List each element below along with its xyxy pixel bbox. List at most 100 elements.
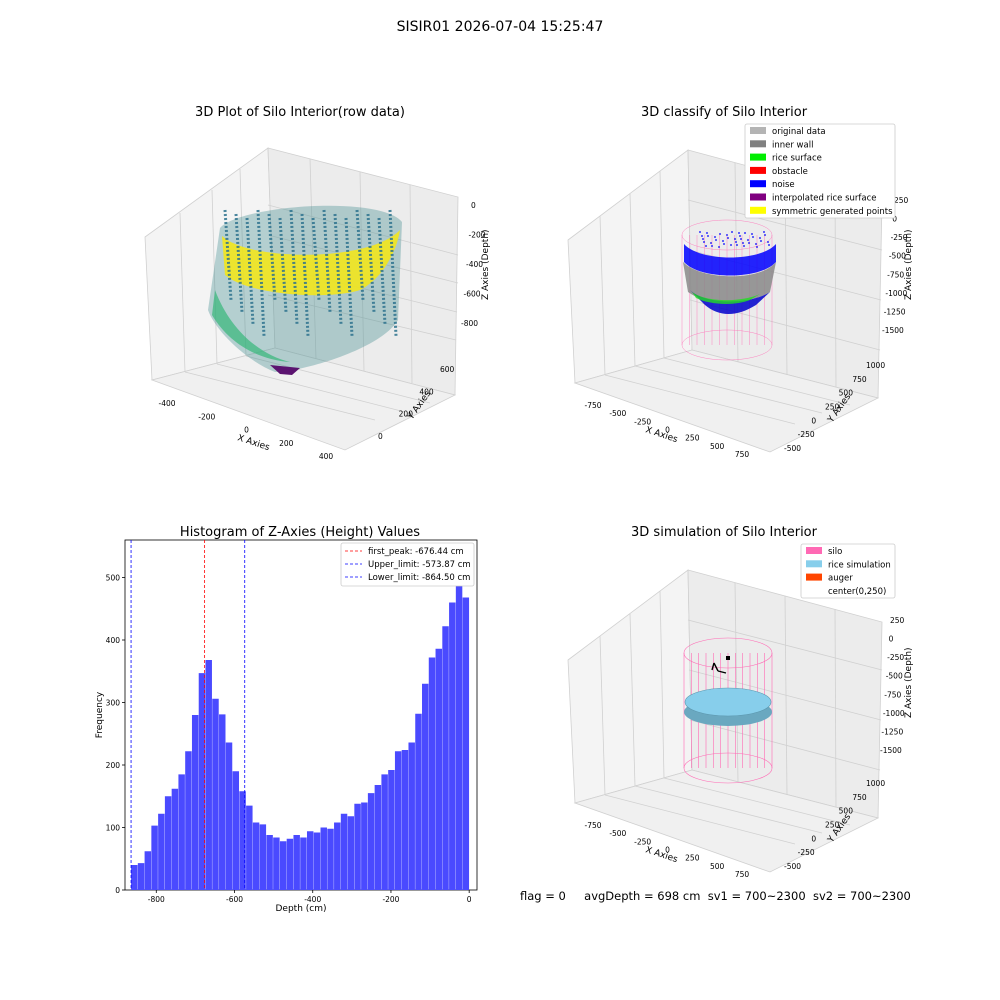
x-tick-label: -500 — [609, 829, 626, 838]
legend-swatch — [750, 127, 766, 134]
histogram-bar — [367, 793, 375, 890]
histogram-bar — [442, 626, 449, 890]
x-tick-label: -200 — [382, 895, 399, 904]
y-tick-label: -500 — [784, 862, 801, 871]
x-tick-label: 500 — [710, 442, 725, 451]
x-tick-label: -250 — [634, 417, 651, 426]
histogram-bar — [185, 751, 192, 890]
histogram-bar — [266, 835, 273, 890]
noise-point — [705, 245, 707, 247]
histogram-bar — [422, 683, 429, 890]
histogram-bar — [381, 774, 388, 890]
x-tick-label: -400 — [158, 399, 175, 408]
noise-point — [726, 234, 728, 236]
noise-point — [748, 242, 750, 244]
noise-point — [730, 244, 732, 246]
histogram-title: Histogram of Z-Axies (Height) Values — [180, 525, 420, 540]
legend-label: first_peak: -676.44 cm — [368, 547, 464, 557]
z-tick-label: 0 — [471, 201, 476, 210]
noise-point — [739, 235, 741, 237]
histogram-bar — [300, 837, 307, 890]
x-tick-label: -750 — [584, 821, 601, 830]
noise-point — [727, 237, 729, 239]
legend-label: original data — [772, 127, 826, 137]
y-tick-label: -500 — [784, 444, 801, 453]
x-tick-label: -600 — [226, 895, 243, 904]
simulation-3d-box — [567, 569, 883, 873]
raw-ridge — [223, 209, 233, 301]
status-flag: flag = 0 — [520, 889, 566, 903]
legend-swatch — [806, 560, 822, 568]
panel-simulation-title: 3D simulation of Silo Interior — [631, 525, 818, 540]
histogram-bar — [286, 838, 294, 890]
panel-histogram: Histogram of Z-Axies (Height) Values -80… — [95, 525, 478, 914]
x-tick-label: -200 — [198, 412, 215, 421]
status-line: flag = 0 avgDepth = 698 cm sv1 = 700~230… — [520, 889, 911, 903]
z-tick-label: -1000 — [885, 289, 907, 298]
histogram-bar — [178, 774, 185, 890]
legend-swatch — [750, 206, 766, 214]
legend-label: rice simulation — [828, 560, 891, 570]
noise-point — [722, 240, 724, 242]
y-tick-label: 600 — [440, 365, 455, 374]
noise-point — [743, 245, 745, 247]
x-tick-label: 200 — [279, 439, 294, 448]
noise-point — [707, 235, 709, 237]
histogram-y-axis-label: Frequency — [95, 691, 105, 738]
y-tick-label: 400 — [106, 636, 121, 645]
noise-point — [764, 234, 766, 236]
histogram-x-axis-label: Depth (cm) — [275, 904, 326, 914]
legend-swatch — [750, 140, 766, 148]
z-tick-label: -1250 — [881, 727, 903, 736]
x-tick-label: 0 — [665, 426, 670, 435]
x-tick-label: 250 — [685, 434, 700, 443]
histogram-bar — [354, 803, 361, 890]
legend-label: interpolated rice surface — [772, 194, 877, 204]
noise-point — [711, 245, 713, 247]
x-tick-label: -250 — [634, 837, 651, 846]
noise-point — [742, 242, 744, 244]
noise-point — [714, 236, 716, 238]
legend-label: rice surface — [772, 154, 822, 164]
histogram-bar — [462, 597, 470, 890]
y-tick-label: -250 — [798, 848, 815, 857]
histogram-bar — [320, 827, 327, 890]
y-tick-label: 750 — [852, 375, 867, 384]
noise-point — [751, 233, 753, 235]
noise-point — [756, 246, 758, 248]
panel-raw-title: 3D Plot of Silo Interior(row data) — [195, 105, 405, 120]
noise-point — [755, 243, 757, 245]
panel-classify-3d: 3D classify of Silo Interior X Axies Y A… — [567, 105, 914, 459]
panel-simulation-3d: 3D simulation of Silo Interior X Axies — [567, 525, 914, 879]
legend-label: noise — [772, 180, 795, 190]
histogram-bar — [347, 816, 355, 890]
simulation-legend: silo rice simulation auger center(0,250) — [800, 543, 896, 599]
z-tick-label: 250 — [894, 196, 909, 205]
panel-raw-3d: 3D Plot of Silo Interior(row data) X Axi… — [144, 105, 491, 461]
noise-point — [767, 241, 769, 243]
y-tick-label: 0 — [115, 886, 120, 895]
y-tick-label: 1000 — [866, 361, 885, 370]
z-tick-label: 0 — [889, 635, 894, 644]
simulation-auger — [711, 656, 730, 674]
raw-ridge — [388, 209, 398, 337]
x-tick-label: -750 — [584, 401, 601, 410]
z-tick-label: -400 — [466, 260, 483, 269]
raw-ridge — [245, 217, 255, 325]
z-tick-label: -1250 — [884, 307, 906, 316]
z-tick-label: -1500 — [882, 326, 904, 335]
raw-x-axis-label: X Axies — [236, 433, 271, 453]
raw-ridge — [366, 213, 376, 313]
status-sv2: sv2 = 700~2300 — [812, 889, 911, 903]
histogram-bar — [394, 751, 402, 890]
classify-legend: original data inner wall rice surface obsta… — [744, 123, 896, 219]
z-tick-label: -1500 — [880, 746, 902, 755]
y-tick-label: 0 — [811, 416, 816, 425]
figure-title: SISIR01 2026-07-04 15:25:47 — [397, 19, 604, 35]
simulation-z-axis-label: Z Axies (Depth) — [904, 647, 914, 718]
z-tick-label: -250 — [887, 653, 904, 662]
x-tick-label: 500 — [710, 862, 725, 871]
noise-point — [735, 241, 737, 243]
classify-point-cloud — [683, 231, 776, 315]
